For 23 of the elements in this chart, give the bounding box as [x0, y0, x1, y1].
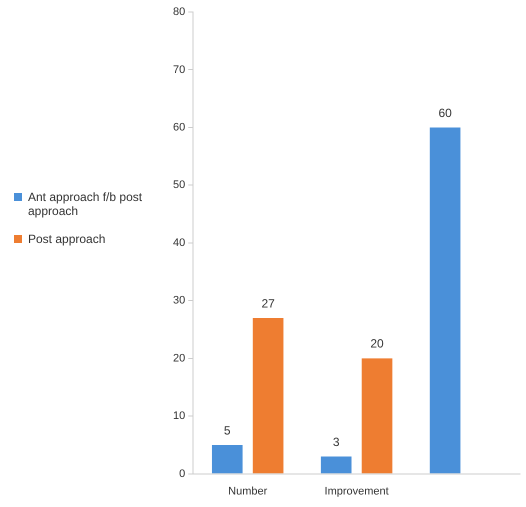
y-tick-label: 80 [172, 6, 186, 18]
data-label: 5 [224, 423, 231, 438]
legend-label: Post approach [28, 232, 106, 246]
data-label: 27 [261, 296, 276, 310]
y-tick-label: 0 [179, 468, 186, 480]
y-tick-label: 60 [172, 121, 186, 134]
data-label: 3 [332, 434, 340, 449]
y-tick-label: 30 [172, 294, 186, 307]
y-tick-label: 50 [172, 179, 186, 192]
x-tick-label: Number [228, 485, 268, 498]
y-tick-label: 40 [172, 236, 186, 249]
x-tick-label: Improvement [324, 485, 389, 498]
y-tick-label: 20 [172, 352, 186, 364]
bar [212, 444, 243, 474]
bar [252, 318, 284, 474]
data-label: 60 [438, 106, 452, 120]
legend-label: Ant approach f/b post approach [28, 190, 144, 218]
y-tick-label: 10 [172, 410, 186, 422]
data-label: 20 [370, 336, 384, 351]
bar [430, 127, 460, 474]
y-tick-label: 70 [172, 64, 186, 76]
bar [362, 358, 392, 474]
bar [320, 456, 352, 474]
